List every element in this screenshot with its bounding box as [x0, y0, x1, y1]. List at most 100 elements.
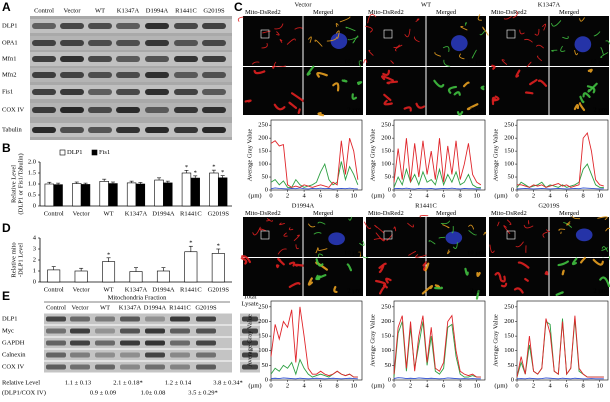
band	[120, 328, 140, 334]
y-tick-label: 200	[381, 135, 391, 142]
x-tick-label: R1441C	[180, 210, 202, 217]
y-axis-label: Relative Level	[10, 165, 17, 203]
mitochondria	[262, 30, 271, 34]
mitochondria	[579, 256, 587, 264]
lane-label: Vector	[72, 304, 90, 311]
image-label: Mito-DsRed2	[368, 9, 404, 16]
y-tick-label: 200	[504, 135, 514, 142]
band	[174, 40, 198, 46]
mitochondria	[288, 282, 301, 289]
band	[145, 107, 169, 113]
roi-box	[260, 29, 270, 39]
y-tick-label: 200	[258, 135, 268, 142]
band	[145, 352, 165, 358]
mitochondria	[519, 29, 525, 35]
scale-label: 2 µm	[347, 106, 361, 113]
band	[70, 352, 90, 358]
mitochondria	[578, 102, 586, 112]
mitochondria	[475, 289, 480, 300]
mitochondria	[240, 257, 248, 265]
mitochondria	[352, 35, 359, 44]
mitochondria	[464, 267, 469, 276]
lane-label: R1441C	[169, 304, 191, 311]
mitochondria	[390, 60, 394, 64]
mitochondria	[415, 18, 420, 22]
x-tick-label: D1994A	[152, 210, 175, 217]
bar	[74, 270, 88, 283]
lane-label: R1441C	[175, 7, 197, 14]
mitochondria	[290, 92, 305, 103]
mitochondria	[447, 85, 458, 94]
y-axis-label: Average Gray Value	[369, 314, 376, 367]
y-tick-label: 0	[511, 376, 514, 383]
mitochondria	[381, 75, 394, 82]
x-tick-label: 10	[350, 192, 357, 199]
panel-label: D	[2, 221, 11, 235]
micrograph	[303, 65, 363, 117]
lane-label: K1347A	[119, 304, 142, 311]
scale-label: 2 µm	[470, 106, 484, 113]
mitochondria	[386, 234, 393, 241]
lane-label: Control	[34, 7, 54, 14]
band	[145, 328, 165, 334]
mitochondria	[345, 26, 356, 32]
mitochondria	[566, 221, 571, 226]
band	[60, 56, 84, 62]
mitochondria	[379, 285, 388, 295]
image-label: Mito-DsRed2	[245, 9, 281, 16]
y-tick-label: 50	[262, 174, 269, 181]
mitochondria	[464, 22, 467, 26]
panel-title: G2019S	[538, 202, 560, 209]
x-tick-label: 8	[582, 192, 585, 199]
y-tick-label: 1.5	[28, 169, 36, 176]
bar	[217, 177, 228, 207]
mitochondria	[503, 225, 511, 235]
band	[174, 23, 198, 29]
band	[170, 328, 190, 334]
mitochondria	[507, 219, 512, 226]
y-tick-label: 0	[33, 278, 36, 285]
mitochondria	[587, 68, 593, 73]
mitochondria	[459, 53, 465, 60]
y-axis-label: Relative mito	[10, 242, 17, 277]
mitochondria	[434, 286, 444, 290]
mitochondria	[306, 65, 315, 76]
mitochondria	[500, 282, 508, 288]
band	[88, 40, 112, 46]
profile-line	[516, 163, 604, 189]
band	[32, 56, 56, 62]
x-tick-label: 6	[565, 192, 569, 199]
mitochondria	[241, 255, 252, 264]
y-tick-label: 100	[504, 347, 514, 354]
mitochondria	[501, 59, 508, 65]
band	[242, 352, 258, 358]
y-tick-label: 0	[388, 186, 391, 193]
micrograph	[549, 16, 610, 66]
mitochondria	[542, 23, 547, 31]
bar	[209, 172, 219, 207]
image-label: Merged	[559, 9, 580, 16]
y-tick-label: 150	[504, 333, 514, 340]
y-tick-label: 50	[508, 362, 515, 369]
bar	[108, 183, 118, 207]
profile-line	[393, 377, 481, 380]
mitochondria	[383, 93, 392, 102]
micrograph	[243, 217, 303, 257]
image-label: Mito-DsRed2	[245, 210, 281, 217]
mitochondria	[579, 95, 585, 104]
micrograph-bg	[426, 67, 486, 115]
mitochondria	[333, 285, 338, 294]
x-tick-label: Vector	[73, 210, 91, 217]
x-tick-label: 10	[350, 382, 357, 389]
mitochondria	[404, 28, 411, 38]
band	[174, 72, 198, 78]
roi-box	[506, 29, 516, 39]
mitochondria	[356, 80, 363, 86]
x-tick-label: Control	[44, 286, 64, 293]
mitochondria	[259, 228, 266, 232]
image-label: Merged	[436, 210, 457, 217]
x-tick-label: Vector	[73, 286, 91, 293]
band	[174, 56, 198, 62]
mitochondria	[515, 69, 521, 78]
